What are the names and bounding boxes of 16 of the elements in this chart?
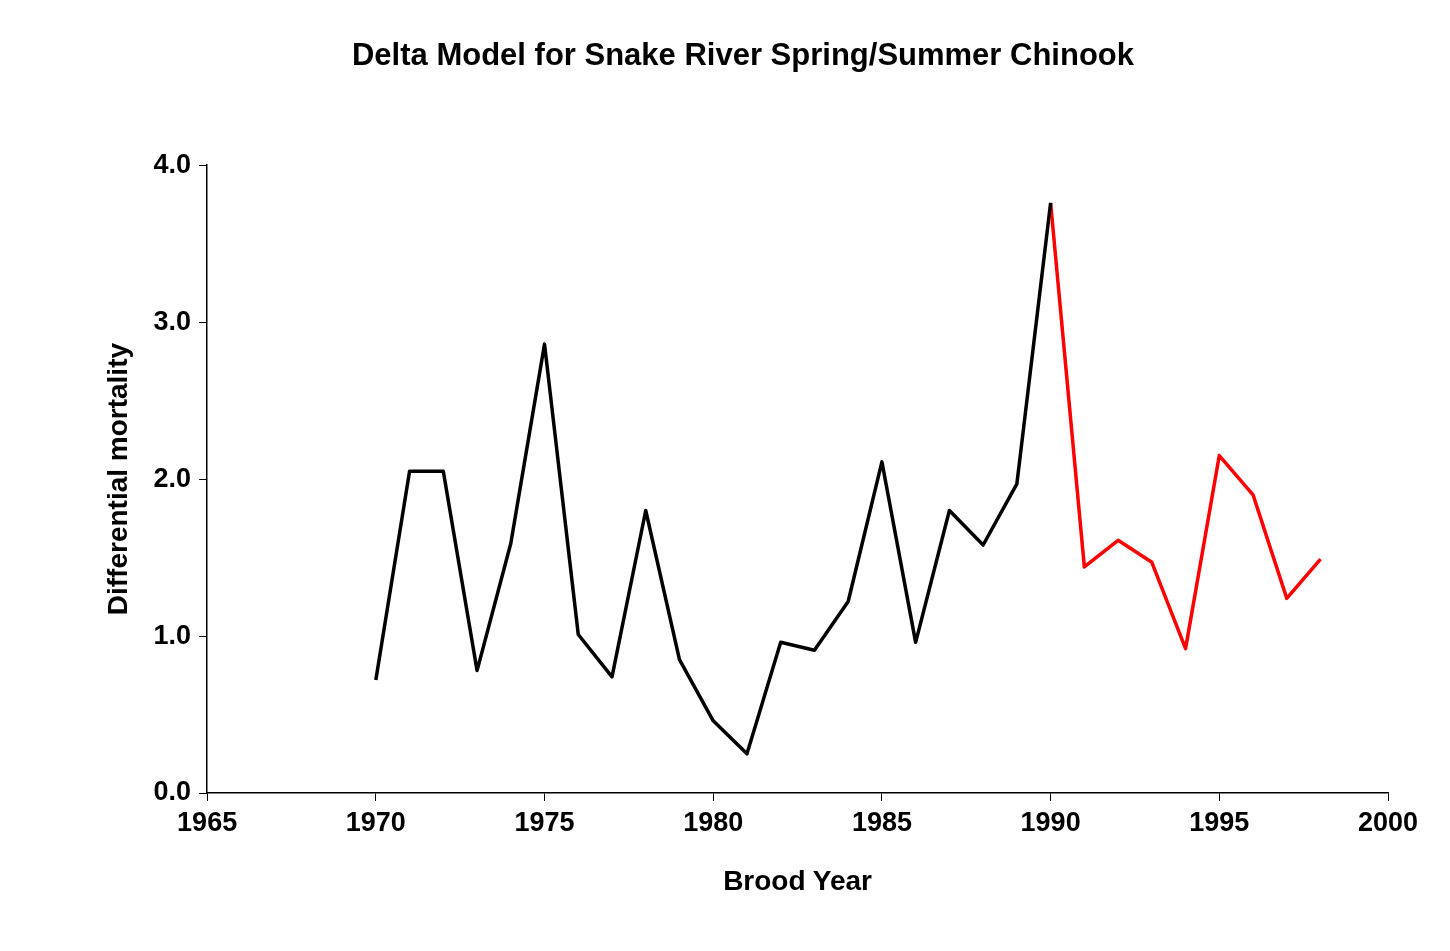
y-tick-label: 1.0 bbox=[153, 619, 192, 650]
y-tick-label: 0.0 bbox=[153, 776, 192, 807]
x-tick-label: 1975 bbox=[514, 806, 575, 837]
y-tick-label: 2.0 bbox=[153, 462, 192, 493]
y-tick-label: 3.0 bbox=[153, 305, 192, 336]
x-tick-label: 1970 bbox=[345, 806, 406, 837]
x-tick-label: 1985 bbox=[851, 806, 912, 837]
x-axis-title: Brood Year bbox=[723, 864, 873, 896]
x-tick-label: 2000 bbox=[1357, 806, 1419, 837]
y-axis-title: Differential mortality bbox=[101, 342, 133, 616]
chart-title: Delta Model for Snake River Spring/Summer Chinook bbox=[351, 37, 1135, 73]
x-tick-label: 1965 bbox=[177, 806, 238, 837]
x-tick-label: 1990 bbox=[1020, 806, 1081, 837]
x-tick-label: 1995 bbox=[1189, 806, 1250, 837]
x-tick-label: 1980 bbox=[683, 806, 744, 837]
y-tick-label: 4.0 bbox=[153, 148, 192, 179]
